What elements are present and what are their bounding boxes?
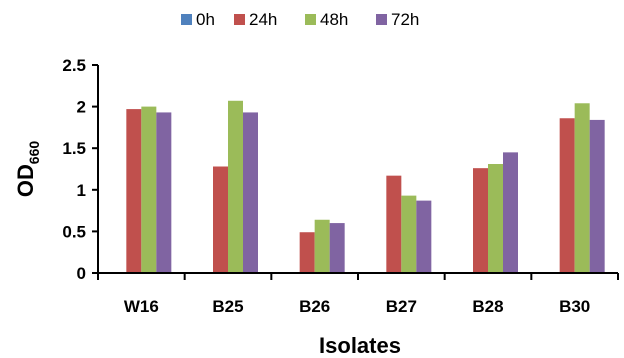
legend-label-24h: 24h bbox=[249, 10, 277, 29]
bar-b28-72h bbox=[503, 152, 518, 273]
y-tick-label: 1 bbox=[77, 181, 86, 200]
bar-w16-48h bbox=[141, 106, 157, 273]
bar-b27-72h bbox=[416, 200, 432, 273]
legend-swatch-24h bbox=[234, 14, 245, 25]
x-tick-label: B28 bbox=[472, 297, 503, 316]
legend: 0h 24h 48h 72h bbox=[181, 10, 419, 29]
bar-b28-24h bbox=[473, 168, 488, 273]
bar-b27-24h bbox=[386, 175, 402, 273]
bar-b30-24h bbox=[559, 118, 575, 273]
bar-b25-48h bbox=[228, 100, 243, 273]
x-tick-label: W16 bbox=[124, 297, 159, 316]
y-tick-label: 2 bbox=[77, 98, 86, 117]
legend-label-48h: 48h bbox=[320, 10, 348, 29]
bars bbox=[126, 100, 605, 273]
legend-swatch-0h bbox=[181, 14, 192, 25]
legend-swatch-72h bbox=[376, 14, 387, 25]
x-axis-title: Isolates bbox=[319, 333, 401, 358]
y-axis-title-main: OD bbox=[13, 164, 38, 197]
bar-b26-24h bbox=[299, 232, 315, 273]
bar-b28-48h bbox=[488, 164, 503, 273]
x-tick-label: B30 bbox=[559, 297, 590, 316]
legend-swatch-48h bbox=[305, 14, 316, 25]
bar-b25-72h bbox=[243, 112, 258, 273]
legend-label-0h: 0h bbox=[196, 10, 215, 29]
x-axis: W16 B25 B26 B27 B28 B30 bbox=[97, 272, 619, 316]
bar-w16-72h bbox=[156, 112, 172, 273]
legend-label-72h: 72h bbox=[391, 10, 419, 29]
y-axis: 0 0.5 1 1.5 2 2.5 bbox=[62, 56, 99, 283]
x-tick-label: B25 bbox=[212, 297, 243, 316]
y-axis-title: OD660 bbox=[13, 141, 42, 198]
y-tick-label: 0 bbox=[77, 264, 86, 283]
x-tick-label: B27 bbox=[386, 297, 417, 316]
bar-b27-48h bbox=[401, 195, 417, 273]
bar-b26-72h bbox=[329, 223, 345, 273]
y-tick-label: 2.5 bbox=[62, 56, 86, 75]
x-tick-label: B26 bbox=[299, 297, 330, 316]
y-tick-label: 1.5 bbox=[62, 139, 86, 158]
bar-b26-48h bbox=[314, 219, 330, 273]
bar-b25-24h bbox=[213, 166, 228, 273]
bar-b30-48h bbox=[574, 103, 590, 273]
y-axis-title-subscript: 660 bbox=[26, 141, 42, 165]
bar-w16-24h bbox=[126, 109, 142, 273]
bar-b30-72h bbox=[589, 119, 605, 273]
y-tick-label: 0.5 bbox=[62, 222, 86, 241]
